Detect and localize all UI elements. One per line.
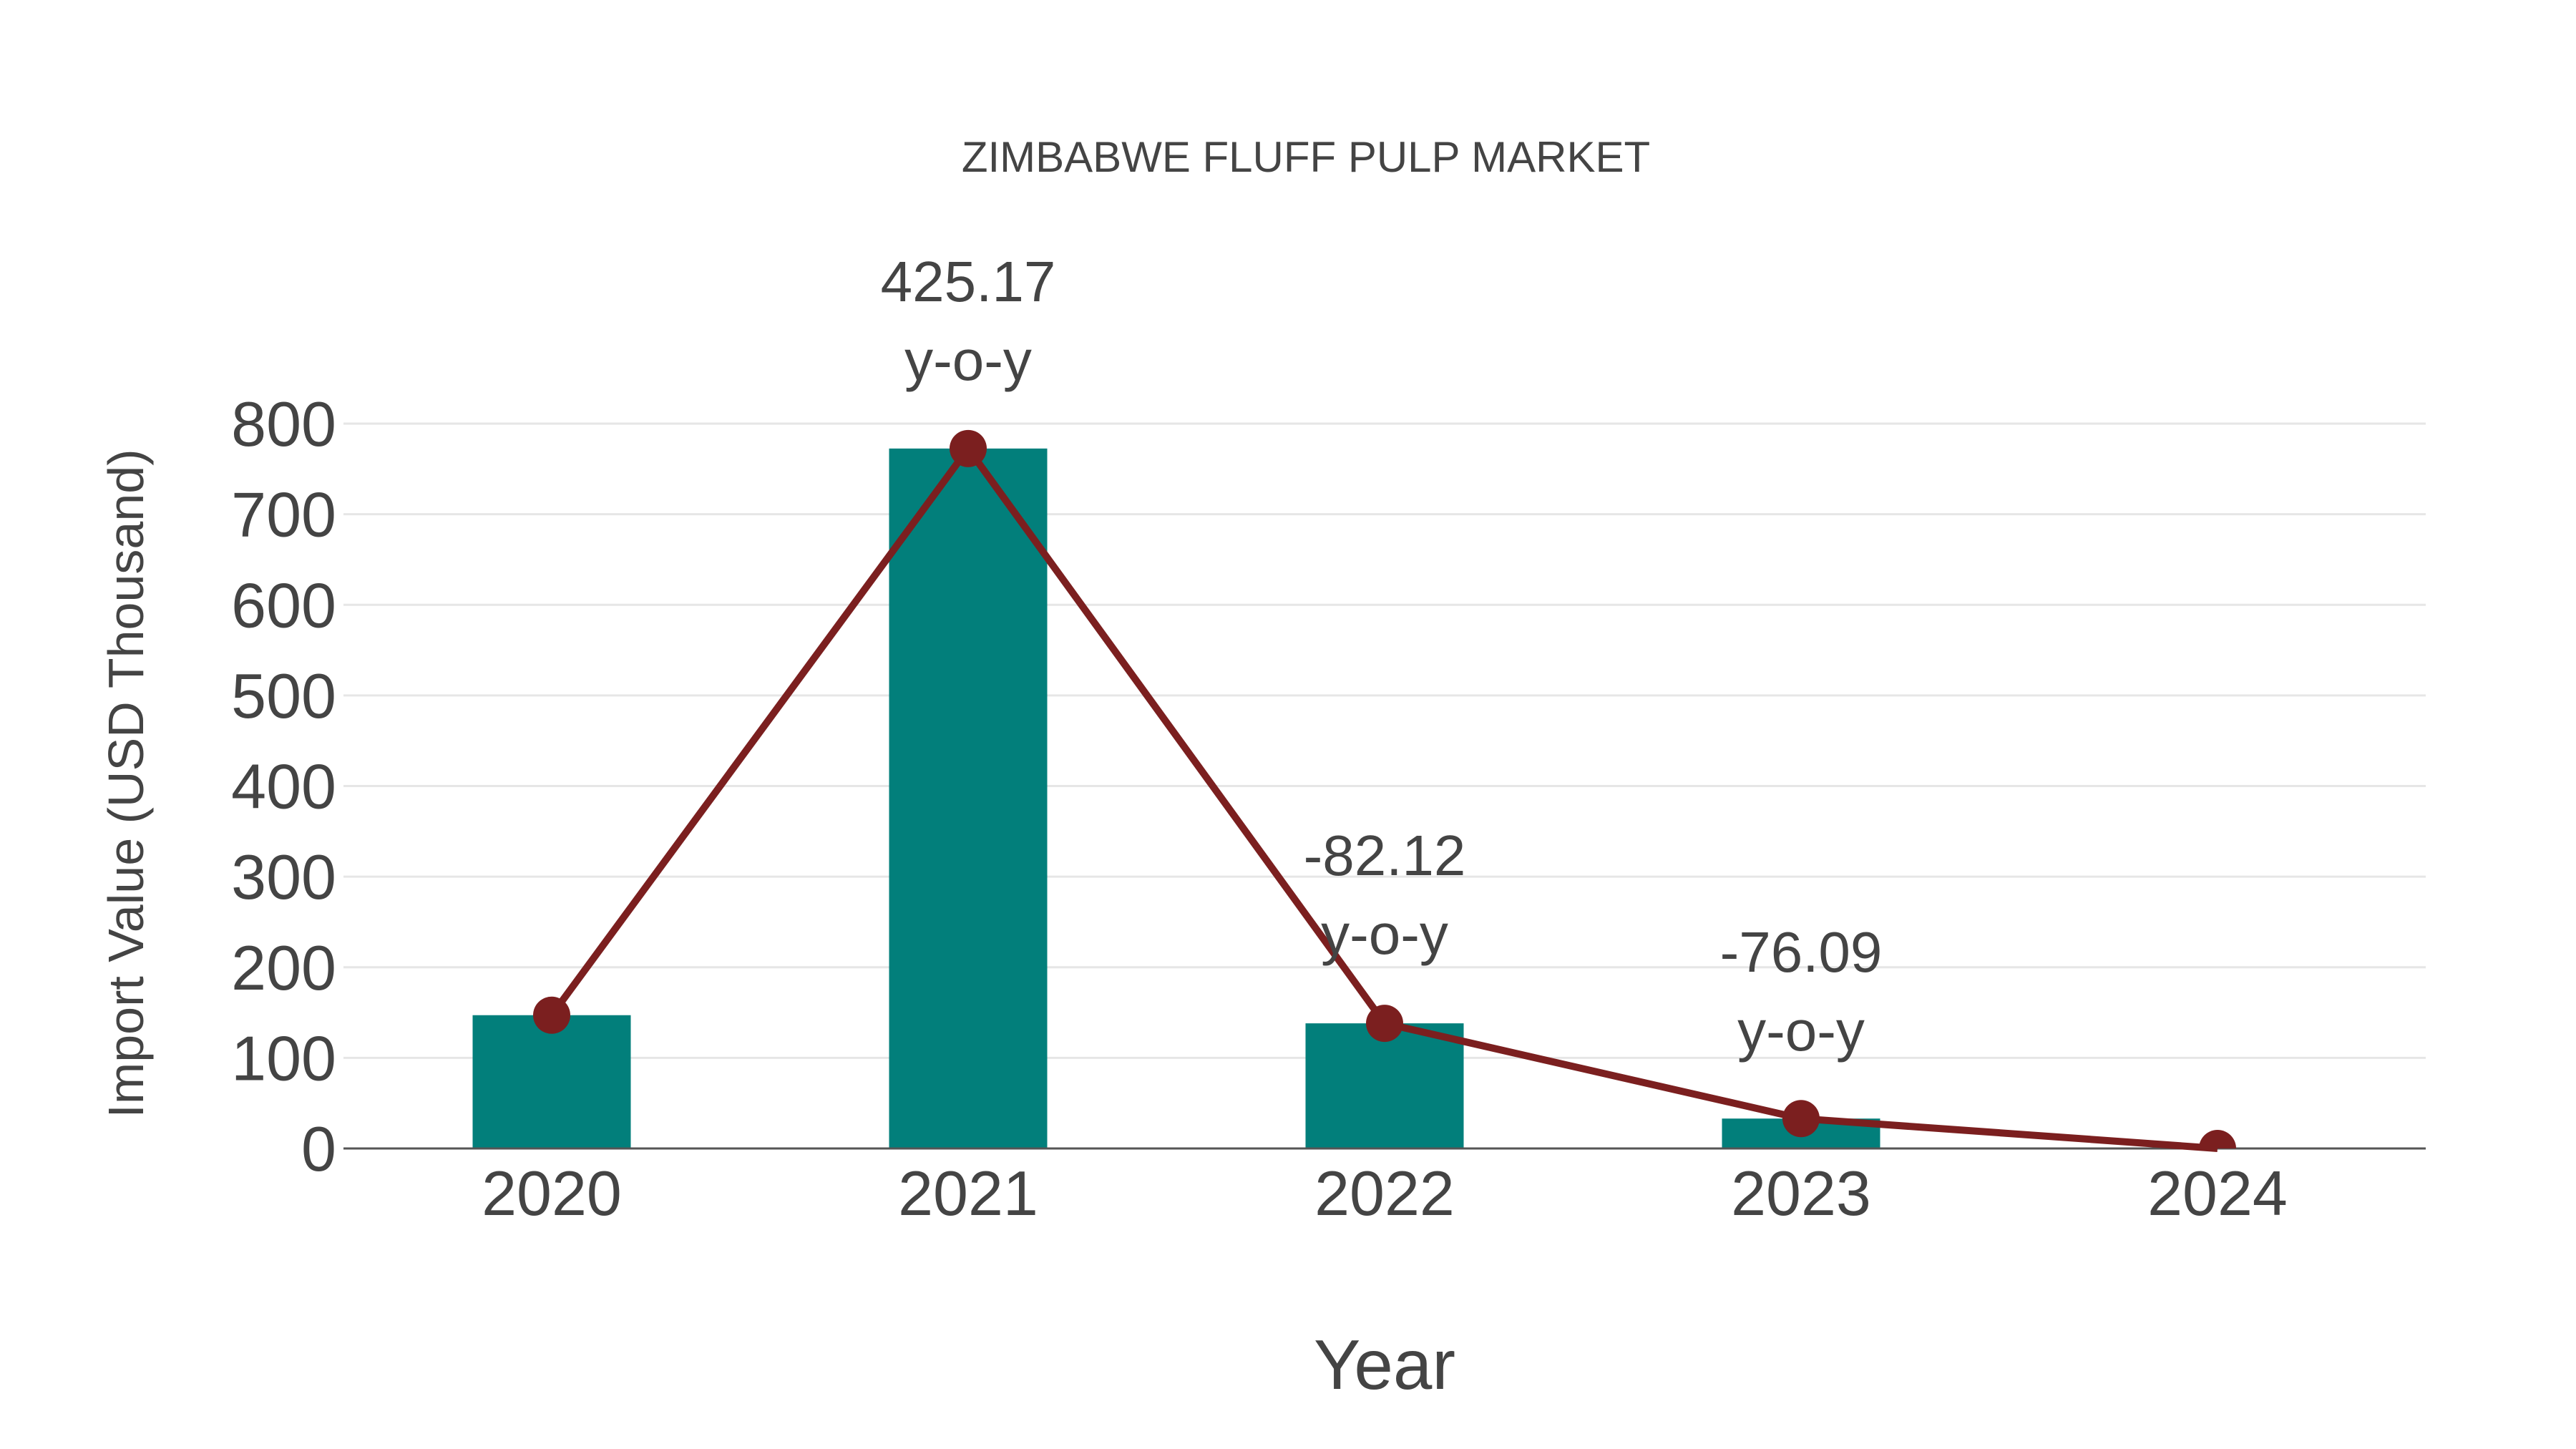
y-tick-label: 200 — [231, 932, 336, 1003]
x-tick-label: 2021 — [898, 1158, 1038, 1229]
bar-2021 — [889, 448, 1048, 1148]
x-tick-label: 2022 — [1314, 1158, 1455, 1229]
bar-2022 — [1305, 1023, 1464, 1148]
trend-marker — [1366, 1005, 1403, 1043]
trend-marker — [1782, 1100, 1820, 1138]
annotation-suffix: y-o-y — [904, 328, 1032, 392]
annotation-2023: -76.09 y-o-y — [1720, 920, 1883, 1063]
trend-marker — [533, 996, 570, 1034]
annotation-2021: 425.17 y-o-y — [881, 250, 1056, 392]
trend-marker — [950, 429, 987, 467]
annotation-2022: -82.12 y-o-y — [1304, 824, 1466, 966]
x-axis-title: Year — [1314, 1325, 1455, 1404]
chart-title: ZIMBABWE FLUFF PULP MARKET — [962, 133, 1650, 181]
annotation-value: -76.09 — [1720, 920, 1883, 984]
y-tick-label: 400 — [231, 751, 336, 822]
trend-line — [533, 429, 2236, 1152]
yoy-annotations: 425.17 y-o-y -82.12 y-o-y -76.09 y-o-y — [881, 250, 1883, 1063]
y-tick-label: 500 — [231, 660, 336, 731]
y-axis-ticks: 0 100 200 300 400 500 600 700 800 — [231, 389, 336, 1184]
y-tick-label: 700 — [231, 479, 336, 550]
y-tick-label: 0 — [301, 1113, 336, 1184]
annotation-value: 425.17 — [881, 250, 1056, 313]
y-axis-title: Import Value (USD Thousand) — [98, 449, 154, 1118]
x-tick-label: 2023 — [1731, 1158, 1871, 1229]
y-tick-label: 600 — [231, 570, 336, 640]
bars — [472, 448, 1880, 1148]
annotation-suffix: y-o-y — [1737, 999, 1865, 1063]
trend-marker — [2199, 1130, 2236, 1148]
x-axis-ticks: 2020 2021 2022 2023 2024 — [482, 1158, 2288, 1229]
bar-2020 — [472, 1015, 631, 1148]
gridlines — [343, 422, 2426, 1059]
y-tick-label: 300 — [231, 841, 336, 912]
annotation-value: -82.12 — [1304, 824, 1466, 887]
y-tick-label: 800 — [231, 389, 336, 459]
x-tick-label: 2024 — [2147, 1158, 2288, 1229]
y-tick-label: 100 — [231, 1023, 336, 1093]
x-tick-label: 2020 — [482, 1158, 622, 1229]
annotation-suffix: y-o-y — [1321, 902, 1448, 966]
